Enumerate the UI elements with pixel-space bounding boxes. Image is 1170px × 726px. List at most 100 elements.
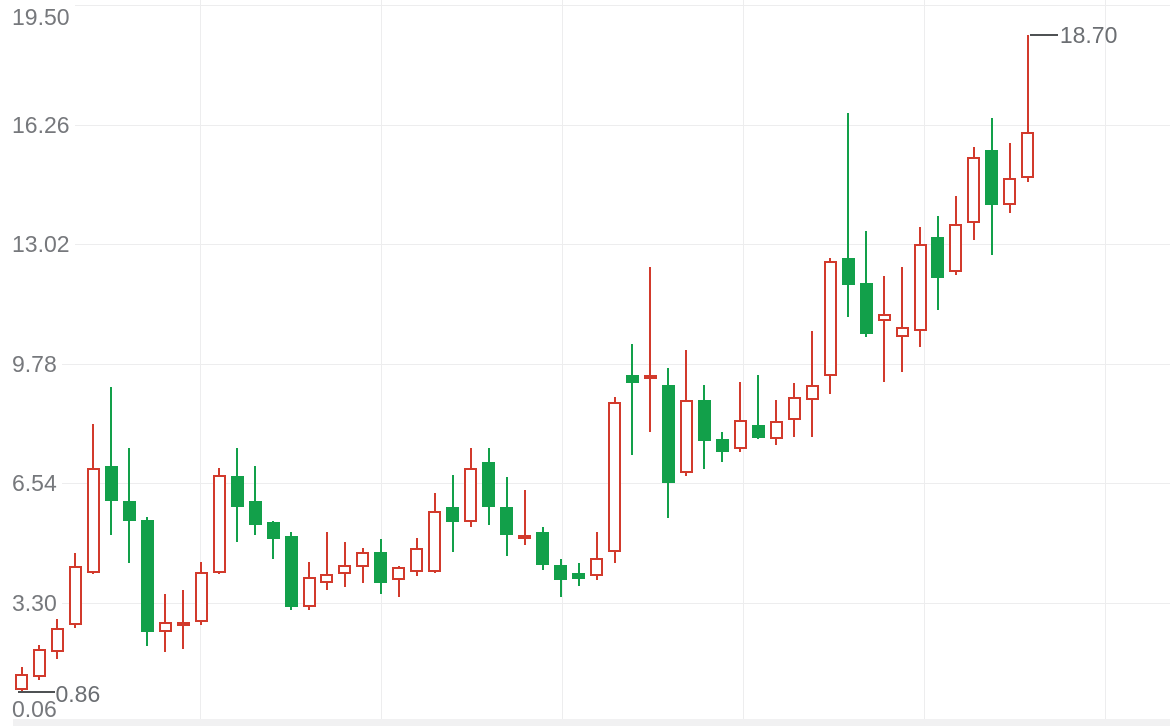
y-axis-label: 3.30 [12,589,62,616]
candle-body [751,425,765,438]
candle-body [643,374,657,380]
y-axis-label: 16.26 [12,111,75,138]
candle-wick [757,374,760,440]
candle-body [302,577,316,607]
candle-body [356,552,370,568]
candle-body [536,532,550,565]
candle-body [661,384,675,483]
candle-body [787,397,801,420]
candle-body [931,237,945,278]
v-gridline [1105,0,1106,719]
candle-body [715,439,729,453]
candle-body [518,534,532,540]
candle-body [176,622,190,627]
candle-body [230,476,244,508]
candle-body [841,257,855,285]
candle-wick [901,266,904,372]
candle-body [320,574,334,583]
candle-wick [325,532,328,590]
candle-body [554,564,568,580]
h-gridline [13,603,1170,604]
candle-body [859,282,873,335]
x-axis-scrollbar[interactable] [13,719,1170,726]
low-annotation-line [17,691,55,694]
candle-body [50,627,64,652]
candle-body [464,467,478,523]
candle-wick [272,521,275,560]
candle-wick [1026,34,1029,182]
y-axis-label: 19.50 [12,4,75,30]
candle-wick [254,466,257,535]
candle-body [482,462,496,507]
y-axis-label: 9.78 [12,350,62,377]
candle-body [625,374,639,383]
candle-body [158,621,172,633]
candle-body [410,547,424,572]
candle-body [949,224,963,273]
candle-body [769,421,783,440]
candle-body [697,399,711,442]
candle-wick [397,566,400,597]
v-gridline [381,0,382,719]
candle-body [895,327,909,338]
candle-body [428,511,442,572]
candle-body [877,314,891,322]
h-gridline [13,244,1170,245]
candle-body [967,157,981,223]
candle-body [1021,131,1035,178]
candle-body [266,522,280,540]
candle-body [733,419,747,450]
h-gridline [13,483,1170,484]
y-axis-label: 13.02 [12,231,75,258]
candle-body [500,506,514,535]
candle-body [140,519,154,632]
candle-body [446,506,460,523]
y-axis-label: 6.54 [12,470,62,496]
v-gridline [562,0,563,719]
candle-body [15,674,28,690]
candle-body [32,649,46,678]
candle-body [86,467,100,573]
h-gridline [13,5,1170,6]
h-gridline [13,125,1170,126]
candle-wick [182,589,185,649]
candle-body [985,149,999,205]
candle-body [194,571,208,623]
candle-body [823,261,837,377]
candle-wick [595,532,598,580]
candle-body [913,244,927,332]
v-gridline [924,0,925,719]
candle-body [374,552,388,583]
candle-body [338,564,352,575]
high-annotation-label: 18.70 [1059,21,1118,48]
candle-body [284,536,298,607]
v-gridline [200,0,201,719]
candle-body [805,384,819,400]
candle-body [392,567,406,580]
candle-wick [811,331,814,437]
candle-body [608,401,621,552]
candle-body [248,501,262,525]
y-axis-label: 0.06 [12,696,62,722]
candle-body [572,572,586,579]
candle-body [1003,177,1017,205]
candle-body [68,566,82,625]
high-annotation-line [1029,33,1058,36]
candle-body [590,557,604,577]
candle-wick [1008,142,1011,213]
v-gridline [743,0,744,719]
candle-wick [110,387,113,535]
candle-wick [883,276,886,382]
candle-body [212,474,226,573]
candle-body [122,501,136,522]
candle-wick [739,381,742,453]
candle-body [104,465,118,502]
candle-wick [631,344,634,455]
candle-wick [523,489,526,545]
candle-wick [847,113,850,318]
candle-wick [649,266,652,433]
low-annotation-label: 0.86 [55,681,101,708]
candle-body [679,399,693,473]
h-gridline [13,364,1170,365]
